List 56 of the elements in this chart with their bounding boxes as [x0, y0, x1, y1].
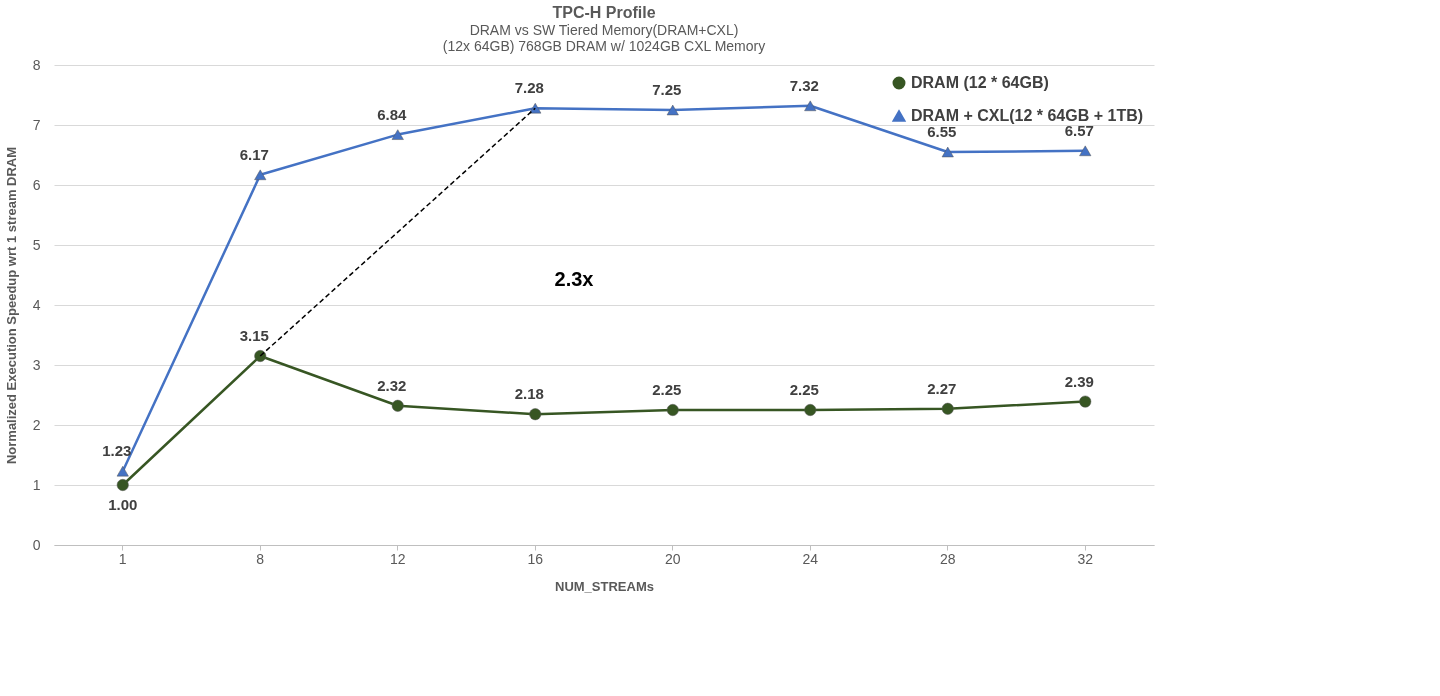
x-axis-title: NUM_STREAMs	[555, 578, 654, 594]
point	[529, 408, 542, 421]
y-tick-label: 2	[32, 416, 41, 433]
y-tick-label: 8	[32, 56, 41, 73]
y-tick-label: 6	[32, 176, 41, 193]
y-tick-label: 7	[32, 116, 41, 133]
data-label: 2.27	[927, 379, 957, 397]
x-tick-label: 1	[118, 550, 127, 567]
point	[1079, 395, 1092, 408]
point	[804, 100, 817, 111]
x-tick-label: 8	[256, 550, 265, 567]
data-label: 6.57	[1064, 121, 1094, 139]
point	[116, 479, 129, 491]
y-axis-title: Normalized Execution Speedup wrt 1 stream DRAM	[3, 146, 19, 465]
legend-label: DRAM (12 * 64GB)	[911, 74, 1049, 91]
data-label: 7.25	[652, 81, 682, 98]
data-label: 3.15	[239, 327, 269, 344]
point	[941, 402, 954, 415]
y-tick-label: 0	[32, 536, 41, 553]
x-tick-label: 12	[389, 550, 406, 567]
text: DRAM vs SW Tiered Memory(DRAM+CXL)	[469, 22, 739, 38]
x-tick-label: 24	[802, 550, 819, 567]
y-tick-label: 1	[32, 476, 41, 493]
data-label: 6.84	[377, 105, 407, 123]
data-label: 6.17	[239, 145, 269, 163]
chart-title: TPC-H Profile	[552, 4, 656, 21]
point	[254, 169, 267, 180]
y-tick-label: 5	[32, 236, 41, 253]
point	[666, 404, 679, 416]
x-tick-label: 28	[939, 550, 956, 567]
data-label: 1.23	[102, 442, 132, 460]
point	[254, 350, 267, 362]
point	[391, 399, 404, 412]
data-label: 2.25	[652, 381, 682, 398]
point	[666, 104, 679, 116]
data-label: 2.18	[514, 385, 544, 403]
data-label: 1.00	[108, 496, 138, 513]
point	[804, 404, 817, 416]
x-tick-label: 32	[1077, 550, 1094, 567]
legend-label: DRAM + CXL(12 * 64GB + 1TB)	[911, 107, 1144, 124]
annotation: 2.3x	[554, 268, 594, 290]
data-label: 2.25	[789, 381, 819, 398]
point	[1079, 145, 1092, 156]
point	[941, 146, 954, 158]
text: (12x 64GB) 768GB DRAM w/ 1024GB CXL Memory	[442, 38, 766, 54]
data-label: 6.55	[927, 123, 957, 140]
x-tick-label: 16	[527, 550, 544, 567]
point	[391, 129, 404, 140]
x-tick-label: 20	[664, 550, 681, 567]
point	[116, 466, 129, 477]
data-label: 2.32	[377, 376, 407, 394]
y-tick-label: 4	[32, 296, 41, 313]
y-tick-label: 3	[32, 356, 41, 373]
data-label: 2.39	[1064, 372, 1094, 390]
data-label: 7.28	[514, 79, 544, 97]
data-label: 7.32	[789, 76, 819, 94]
